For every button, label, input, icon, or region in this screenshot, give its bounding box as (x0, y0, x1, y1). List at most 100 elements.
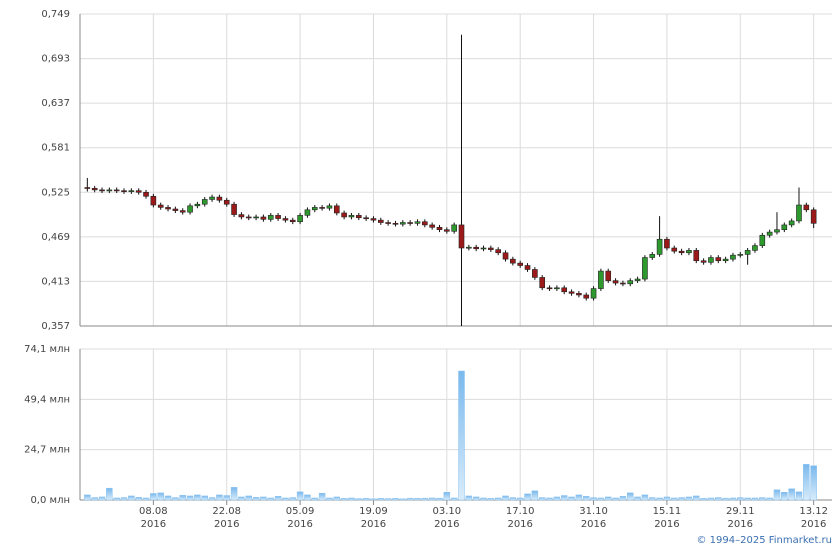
volume-bar (340, 498, 348, 501)
candle-body (598, 270, 604, 289)
candle-body (326, 205, 333, 209)
volume-bar (568, 496, 575, 501)
candle-body (664, 238, 670, 249)
candle-body (216, 196, 223, 201)
volume-bar (494, 497, 502, 501)
volume-bar (348, 497, 355, 501)
candle-body (752, 245, 758, 251)
volume-bar (502, 495, 509, 501)
candle-body (524, 265, 531, 270)
candle-body (422, 221, 428, 226)
candle-body (414, 221, 421, 224)
candle-body (304, 209, 311, 216)
volume-bar (619, 496, 627, 501)
candle-body (282, 218, 289, 221)
candle-body (502, 252, 509, 260)
candle-body (363, 217, 369, 220)
candle-body (649, 254, 656, 258)
candle-body (708, 257, 714, 263)
candle-body (715, 257, 722, 262)
volume-bar (509, 497, 517, 501)
y-tick-label: 74,1 млн (24, 344, 70, 355)
candle-body (451, 224, 457, 232)
y-tick-label: 0,525 (41, 187, 70, 198)
x-tick-label: 03.10 2016 (432, 506, 462, 530)
candle-body (319, 207, 325, 209)
candle-body (370, 218, 377, 221)
volume-bar (707, 497, 715, 501)
volume-bar (355, 498, 363, 501)
volume-bar (216, 494, 223, 501)
candle-body (106, 189, 113, 192)
volume-bar (531, 490, 539, 501)
x-tick-label: 17.10 2016 (505, 506, 535, 530)
candle-body (444, 229, 450, 232)
candle-body (583, 294, 590, 299)
volume-bar (693, 495, 700, 501)
volume-bar (318, 493, 326, 501)
volume-bar (282, 497, 289, 501)
candle-body (135, 190, 142, 193)
volume-bar (164, 495, 172, 501)
candle-body (355, 215, 362, 219)
volume-bar (575, 494, 583, 501)
candle-body (730, 254, 736, 260)
candle-body (700, 260, 707, 263)
volume-bar (560, 495, 568, 501)
candle-body (341, 212, 347, 218)
x-tick-label: 19.09 2016 (359, 506, 388, 530)
candle-body (612, 280, 619, 284)
volume-bar (737, 497, 744, 501)
candle-body (722, 258, 729, 262)
candle-body (590, 288, 597, 299)
y-tick-label: 0,749 (41, 9, 70, 20)
volume-bar (179, 495, 186, 501)
volume-bar (597, 497, 605, 501)
candle-body (275, 215, 281, 219)
volume-bar (186, 495, 194, 501)
volume-bar (201, 495, 208, 501)
volume-bar (223, 495, 230, 501)
candle-body (172, 208, 179, 211)
candle-body (693, 250, 700, 262)
candle-body (297, 215, 303, 223)
x-tick-label: 15.11 2016 (652, 506, 682, 530)
candle-body (253, 216, 259, 219)
volume-bar (766, 497, 773, 501)
candle-body (796, 204, 802, 222)
candle-body (488, 247, 494, 250)
candle-body (400, 222, 406, 225)
candle-body (377, 219, 384, 223)
volume-bar (480, 497, 487, 501)
volume-bar (289, 497, 297, 501)
volume-bar (296, 491, 304, 501)
y-tick-label: 0,357 (41, 321, 70, 332)
candle-body (407, 222, 413, 224)
volume-bar (458, 370, 465, 501)
volume-bar (362, 498, 370, 501)
volume-bar (91, 497, 98, 501)
copyright: © 1994–2025 Finmarket.ru (696, 535, 832, 546)
volume-bar (590, 497, 597, 501)
volume-bar (612, 497, 619, 501)
volume-bar (245, 495, 252, 501)
volume-bar (120, 497, 128, 501)
x-tick-label: 22.08 2016 (212, 506, 242, 530)
volume-bar (267, 497, 275, 501)
candle-body (744, 250, 751, 255)
candle-body (642, 257, 648, 280)
volume-bar (700, 498, 707, 501)
volume-bar (487, 498, 495, 501)
candle-body (510, 258, 516, 264)
volume-bar (230, 487, 238, 501)
volume-bar (634, 496, 641, 501)
candle-body (231, 203, 237, 215)
candle-body (194, 203, 201, 207)
volume-bar (795, 491, 803, 501)
volume-bar (98, 496, 106, 501)
candle-body (766, 231, 773, 236)
plot-area (80, 349, 832, 500)
volume-bar (641, 494, 649, 501)
volume-bar (751, 497, 759, 501)
candle-body (634, 278, 641, 281)
